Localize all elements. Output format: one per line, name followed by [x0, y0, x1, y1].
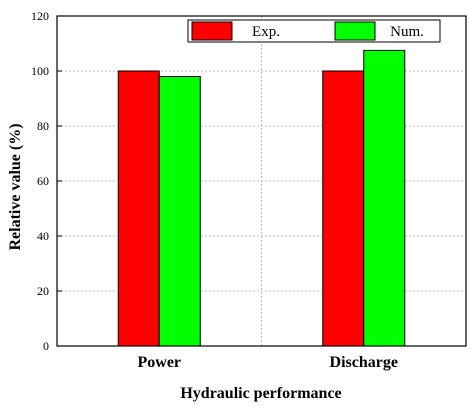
legend-box — [187, 19, 441, 43]
x-category-label: Discharge — [330, 354, 398, 371]
bar-exp-discharge — [322, 70, 365, 347]
bar-num-discharge — [363, 49, 406, 347]
y-axis-ticks: 0 20 40 60 80 100 120 — [31, 9, 62, 353]
x-axis-title: Hydraulic performance — [180, 385, 341, 402]
bars — [117, 49, 406, 347]
legend: Exp. Num. — [187, 19, 441, 43]
legend-label: Exp. — [252, 24, 280, 40]
y-tick-label: 60 — [37, 174, 49, 188]
y-tick-label: 100 — [31, 64, 49, 78]
y-tick-label: 20 — [37, 284, 49, 298]
x-axis-categories: Power Discharge — [137, 354, 397, 371]
y-tick-label: 40 — [37, 229, 49, 243]
y-tick-label: 120 — [31, 9, 49, 23]
y-tick-label: 0 — [43, 339, 49, 353]
bar-num-power — [158, 76, 201, 347]
legend-swatch — [191, 21, 233, 41]
bar-exp-power — [117, 70, 160, 347]
legend-label: Num. — [390, 24, 424, 40]
y-axis-title: Relative value (%) — [7, 123, 24, 250]
x-category-label: Power — [137, 354, 181, 371]
y-tick-label: 80 — [37, 119, 49, 133]
legend-swatch — [334, 21, 376, 41]
